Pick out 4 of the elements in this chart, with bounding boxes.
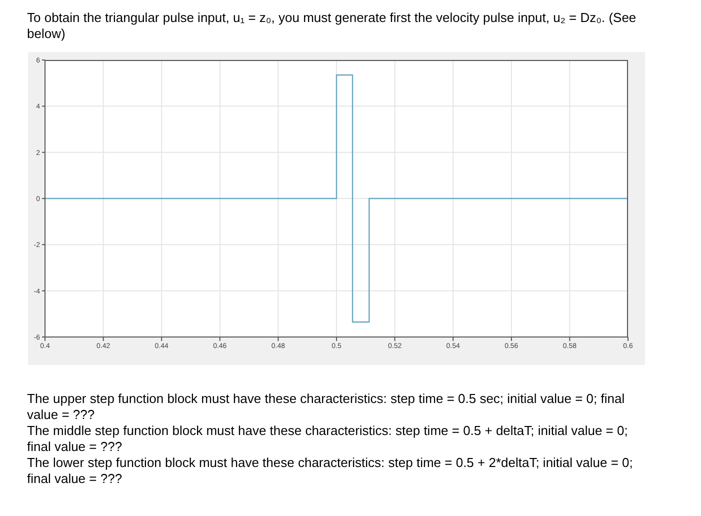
chart-title: To obtain the triangular pulse input, u₁ = z₀, you must generate first the velocity pulse input, u₂ = Dz₀. (See below) [26,9,638,42]
text: The middle step function block must have these characteristics: step time = 0.5 + deltaT; initial value = 0; final value = ??? [27,423,629,455]
text: The upper step function block must have these characteristics: step time = 0.5 sec; initial value = 0; final value = ??? [27,391,626,423]
text: The lower step function block must have these characteristics: step time = 0.5 + 2*deltaT; initial value = 0; final value = ??? [27,455,634,487]
